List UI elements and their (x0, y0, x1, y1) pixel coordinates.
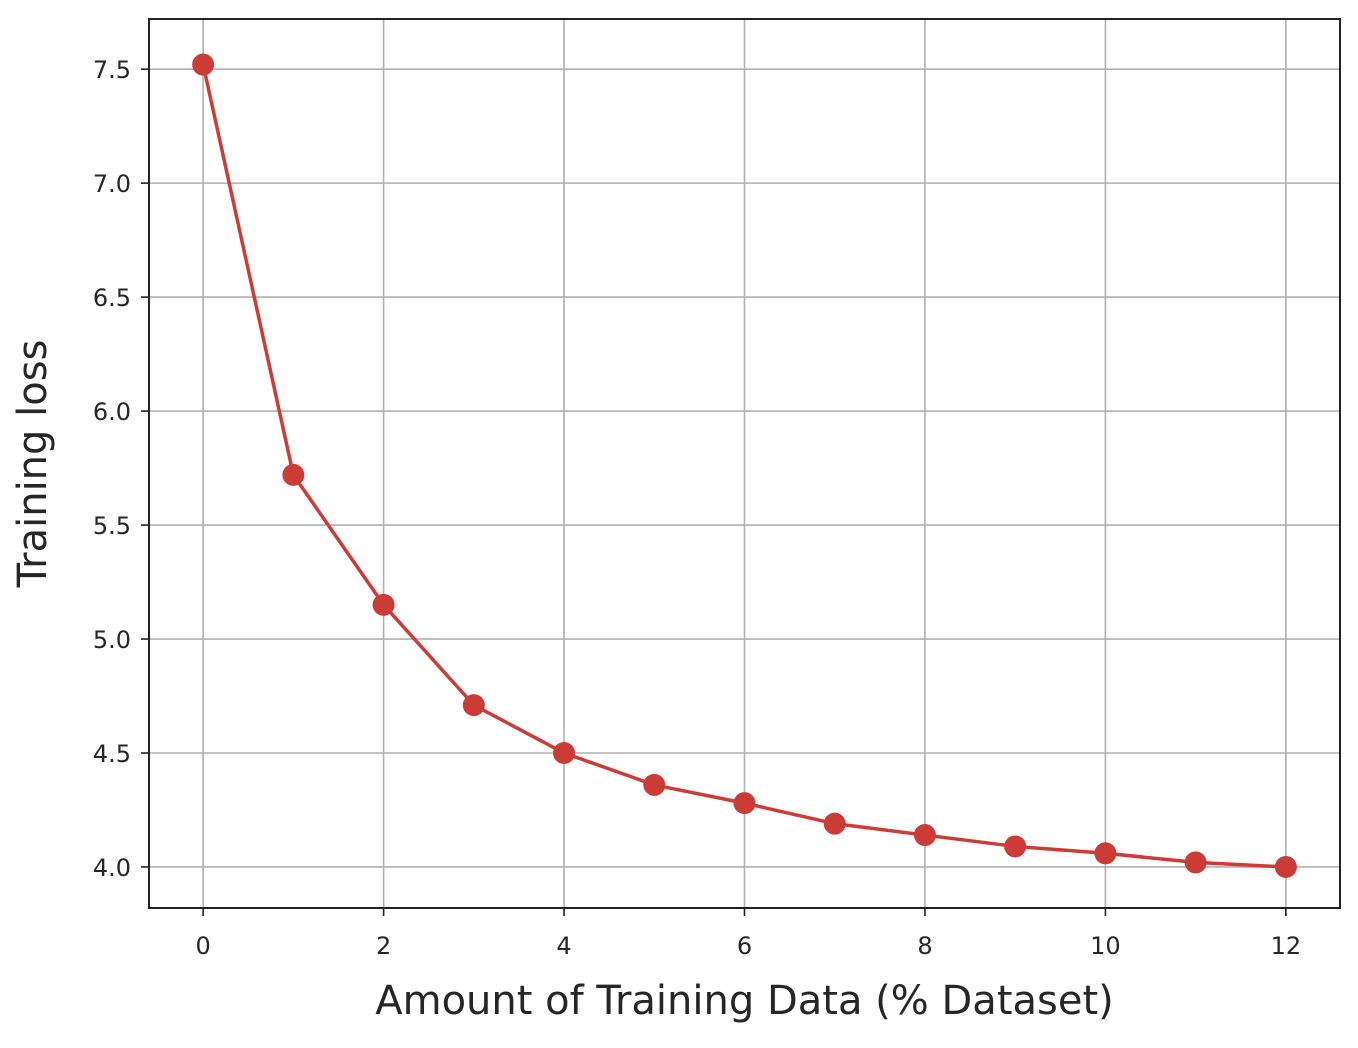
y-tick-label: 4.0 (93, 854, 131, 882)
y-tick-label: 4.5 (93, 740, 131, 768)
data-point (823, 812, 846, 835)
data-point (192, 53, 215, 76)
data-point (282, 463, 305, 486)
series-layer (192, 53, 1297, 878)
y-tick-label: 5.5 (93, 512, 131, 540)
x-tick-label: 8 (917, 932, 932, 960)
data-point (1004, 835, 1027, 858)
y-tick-label: 6.0 (93, 398, 131, 426)
data-point (913, 824, 936, 847)
x-tick-label: 12 (1271, 932, 1302, 960)
data-point (1184, 851, 1207, 874)
x-tick-label: 6 (737, 932, 752, 960)
y-tick-label: 5.0 (93, 626, 131, 654)
data-point (1094, 842, 1117, 865)
x-tick-label: 10 (1090, 932, 1121, 960)
data-point (1274, 855, 1297, 878)
data-point (733, 792, 756, 815)
y-tick-label: 6.5 (93, 284, 131, 312)
x-axis-title: Amount of Training Data (% Dataset) (375, 978, 1114, 1024)
data-point (462, 694, 485, 717)
y-tick-label: 7.5 (93, 56, 131, 84)
y-tick-label: 7.0 (93, 170, 131, 198)
grid (149, 19, 1340, 908)
x-tick-label: 0 (195, 932, 210, 960)
data-point (372, 593, 395, 616)
ticks: 0 2 4 6 8 10 12 4.0 4.5 5.0 5.5 6.0 6.5 7.0 7.5 (93, 56, 1301, 960)
x-tick-label: 4 (556, 932, 571, 960)
x-tick-label: 2 (376, 932, 391, 960)
data-point (643, 773, 666, 796)
data-point (553, 741, 576, 764)
y-axis-title: Training loss (10, 340, 56, 589)
